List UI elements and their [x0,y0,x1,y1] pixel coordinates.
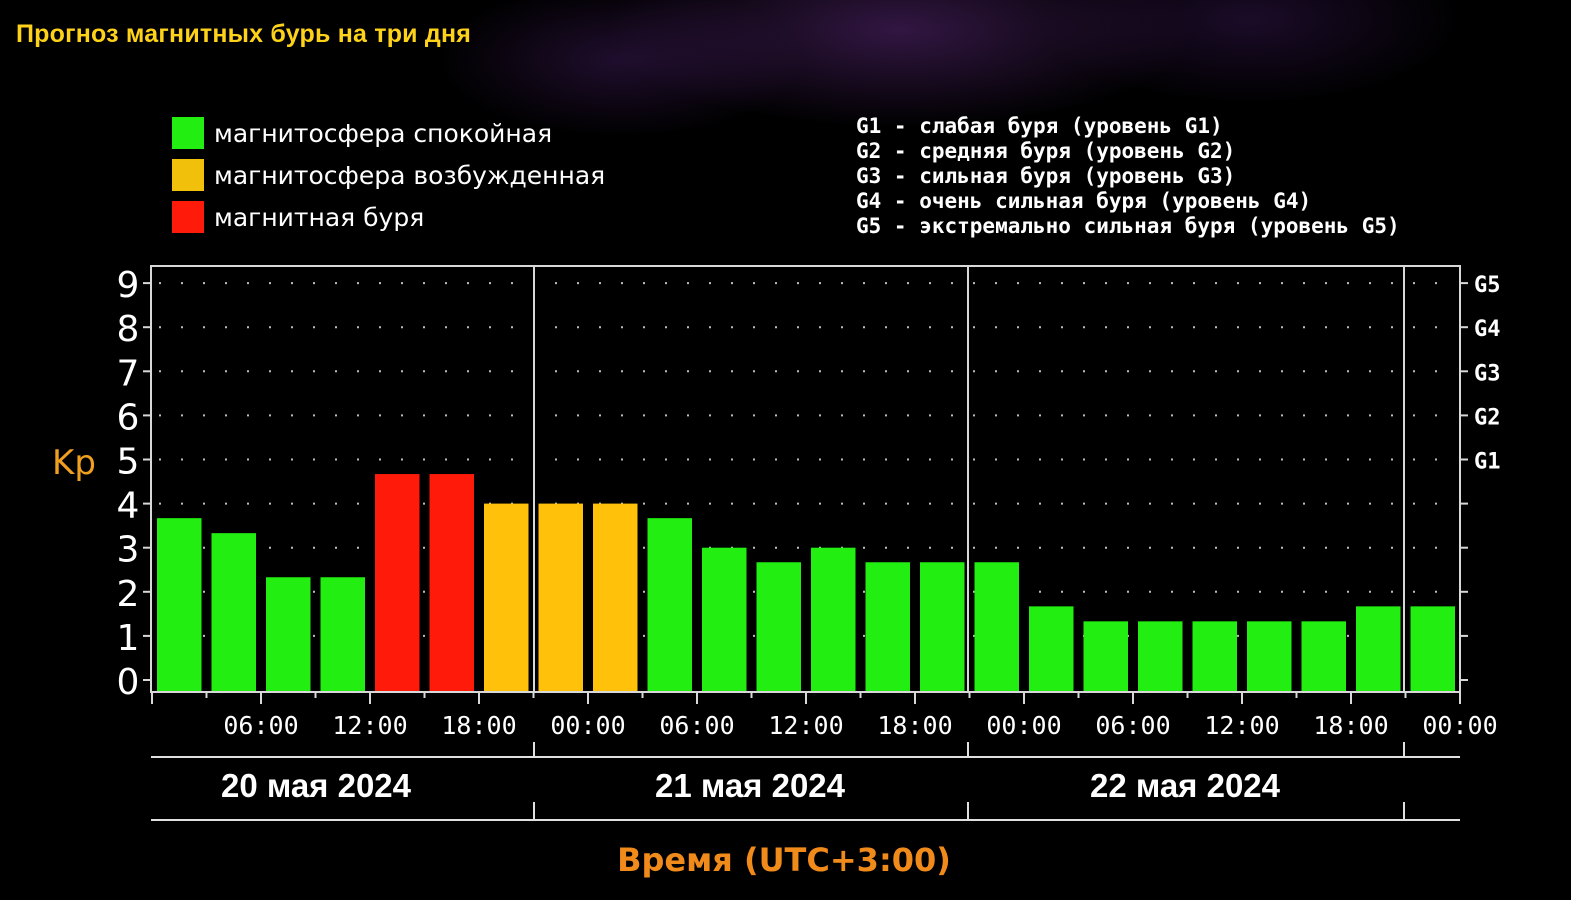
kp-bar-4 [320,577,365,692]
legend-label-quiet: магнитосфера спокойная [214,118,553,148]
x-tick-label-2: 12:00 [332,711,407,740]
date-label-1: 20 мая 2024 [221,767,412,804]
kp-bar-10 [647,518,692,692]
kp-bar-8 [538,503,583,692]
y-tick-label-6: 6 [117,397,140,438]
kp-bar-2 [211,533,256,692]
y-tick-label-9: 9 [117,265,140,306]
x-tick-label-12: 00:00 [1422,711,1497,740]
date-label-3: 22 мая 2024 [1090,767,1281,804]
level-g5-text: G5 - экстремально сильная буря (уровень … [856,214,1400,238]
kp-bar-15 [920,562,965,692]
kp-bar-3 [266,577,311,692]
level-g4-text: G4 - очень сильная буря (уровень G4) [856,189,1312,213]
y-tick-label-2: 2 [117,574,140,615]
y-tick-label-5: 5 [117,442,140,483]
bar-layer [157,474,1455,692]
legend-swatch-quiet [172,117,204,149]
level-g2-text: G2 - средняя буря (уровень G2) [856,139,1236,163]
y-tick-label-7: 7 [117,353,140,394]
x-tick-label-7: 18:00 [877,711,952,740]
kp-bar-7 [484,503,529,692]
y-tick-label-8: 8 [117,309,140,350]
kp-bar-1 [157,518,202,692]
kp-bar-13 [811,547,856,692]
x-axis-title: Время (UTC+3:00) [617,841,951,879]
frame-layer [143,265,1468,821]
x-tick-label-11: 18:00 [1313,711,1388,740]
date-label-2: 21 мая 2024 [655,767,846,804]
level-g1-text: G1 - слабая буря (уровень G1) [856,114,1223,138]
y-tick-label-1: 1 [117,618,140,659]
x-tick-label-10: 12:00 [1204,711,1279,740]
x-tick-label-6: 12:00 [768,711,843,740]
x-tick-label-5: 06:00 [659,711,734,740]
legend-item-active: магнитосфера возбужденная [172,154,605,196]
y-tick-label-4: 4 [117,486,140,527]
kp-bar-18 [1083,621,1128,692]
kp-bar-20 [1192,621,1237,692]
x-tick-label-9: 06:00 [1095,711,1170,740]
right-tick-label-g1: G1 [1474,450,1501,475]
level-g3-text: G3 - сильная буря (уровень G3) [856,164,1236,188]
x-tick-label-8: 00:00 [986,711,1061,740]
legend-label-active: магнитосфера возбужденная [214,160,606,190]
kp-bar-22 [1301,621,1346,692]
legend-swatch-storm [172,201,204,233]
kp-bar-9 [593,503,638,692]
kp-bar-5 [375,474,420,692]
legend-item-storm: магнитная буря [172,196,605,238]
y-axis-title: Kp [52,443,96,483]
right-tick-label-g2: G2 [1474,405,1501,430]
x-tick-label-3: 18:00 [441,711,516,740]
right-tick-label-g3: G3 [1474,361,1501,386]
right-tick-label-g4: G4 [1474,317,1501,342]
legend-item-quiet: магнитосфера спокойная [172,112,605,154]
legend-swatch-active [172,159,204,191]
y-tick-label-0: 0 [117,662,140,703]
kp-bar-6 [429,474,474,692]
storm-level-legend: G1 - слабая буря (уровень G1) G2 - средн… [856,114,1400,239]
right-tick-label-g5: G5 [1474,273,1501,298]
kp-bar-24 [1410,606,1455,692]
status-legend: магнитосфера спокойная магнитосфера возб… [172,112,605,238]
kp-bar-19 [1138,621,1183,692]
x-tick-label-4: 00:00 [550,711,625,740]
kp-bar-23 [1356,606,1401,692]
kp-bar-14 [865,562,910,692]
page-title: Прогноз магнитных бурь на три дня [16,20,472,48]
kp-bar-21 [1247,621,1292,692]
kp-bar-17 [1029,606,1074,692]
kp-bar-16 [974,562,1019,692]
x-tick-label-1: 06:00 [223,711,298,740]
y-tick-label-3: 3 [117,530,140,571]
kp-bar-12 [756,562,801,692]
kp-bar-11 [702,547,747,692]
legend-label-storm: магнитная буря [214,202,425,232]
